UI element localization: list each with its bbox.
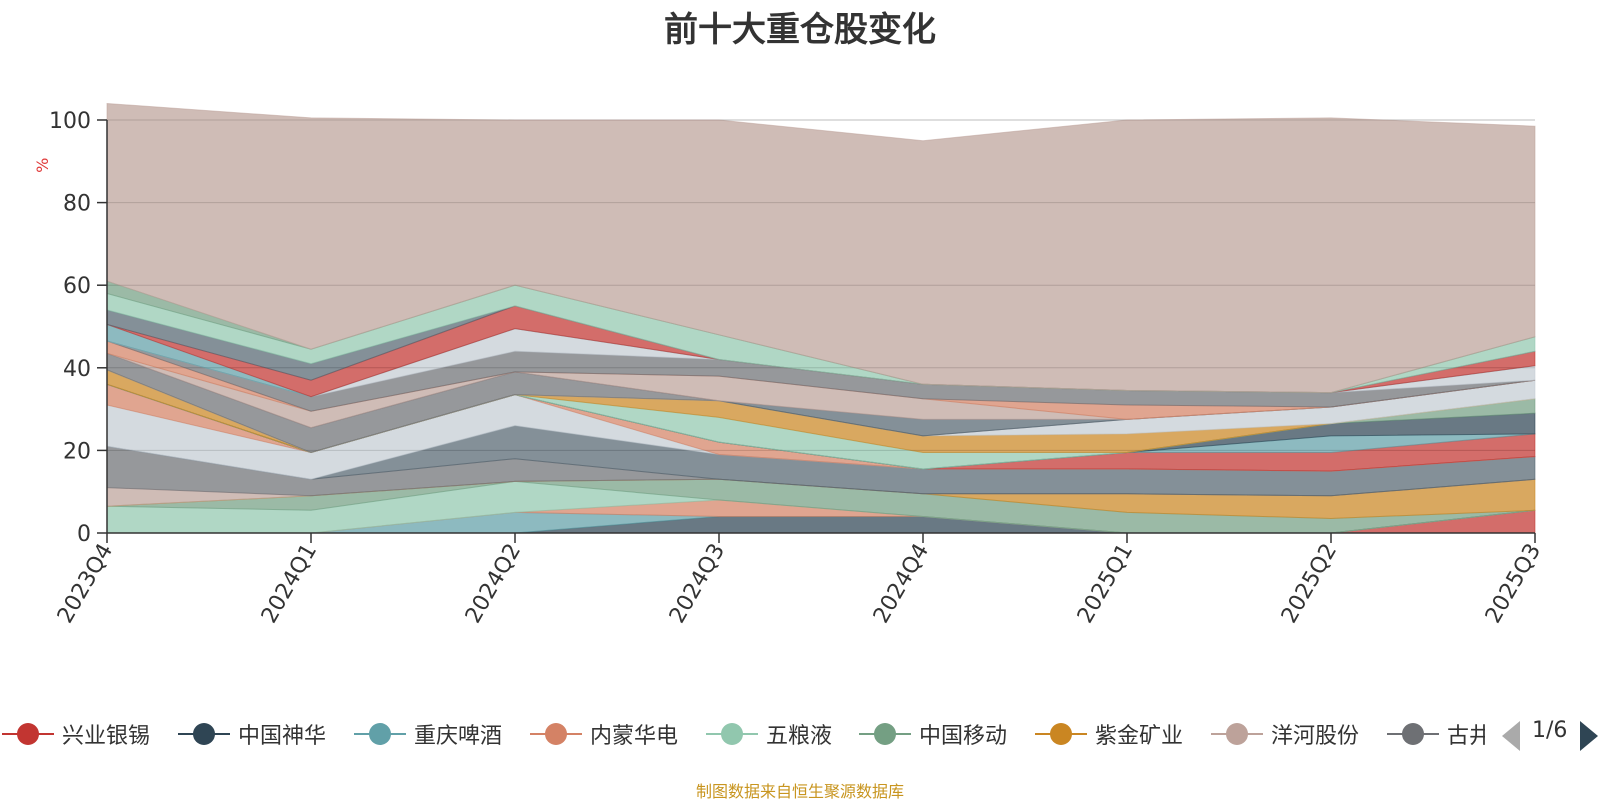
legend-label: 紫金矿业 [1095, 724, 1184, 749]
legend-label: 兴业银锡 [62, 724, 151, 749]
chart-title: 前十大重仓股变化 [664, 10, 936, 50]
legend-label: 洋河股份 [1271, 724, 1360, 749]
legend-label: 重庆啤酒 [414, 724, 503, 749]
legend-item[interactable]: 中国神华 [178, 716, 326, 752]
y-tick-label: 100 [49, 109, 91, 134]
x-tick-label: 2025Q3 [1481, 540, 1546, 628]
legend-item[interactable]: 五粮液 [706, 716, 832, 752]
legend-label: 中国移动 [919, 724, 1008, 749]
legend-marker-icon [1035, 723, 1087, 745]
legend-label: 古井贡酒 [1447, 724, 1485, 749]
legend-item[interactable]: 洋河股份 [1211, 716, 1359, 752]
legend-label: 内蒙华电 [590, 724, 679, 749]
x-tick-label: 2025Q1 [1073, 540, 1138, 628]
x-tick-label: 2024Q1 [257, 540, 322, 628]
legend-next-arrow-icon[interactable] [1580, 721, 1598, 751]
x-axis-ticks: 2023Q4 2024Q1 2024Q2 2024Q3 2024Q4 2025Q1 2025… [53, 533, 1546, 628]
legend-prev-arrow-icon[interactable] [1502, 721, 1520, 751]
legend-item[interactable]: 中国移动 [859, 716, 1007, 752]
x-tick-label: 2025Q2 [1277, 540, 1342, 628]
y-tick-label: 80 [63, 192, 91, 217]
y-tick-label: 60 [63, 274, 91, 299]
legend-item[interactable]: 古井贡酒 [1387, 716, 1485, 752]
legend: 兴业银锡 中国神华 重庆啤酒 内蒙华电 五粮液 中国移动 紫金矿业 洋河股份 古井贡酒 [0, 716, 1485, 752]
legend-item[interactable]: 紫金矿业 [1035, 716, 1183, 752]
legend-marker-icon [178, 723, 230, 745]
y-tick-label: 20 [63, 439, 91, 464]
legend-label: 五粮液 [766, 724, 833, 749]
legend-marker-icon [706, 723, 758, 745]
legend-marker-icon [1387, 723, 1439, 745]
legend-item[interactable]: 兴业银锡 [2, 716, 150, 752]
source-note: 制图数据来自恒生聚源数据库 [695, 782, 904, 801]
x-tick-label: 2023Q4 [53, 540, 118, 628]
legend-label: 中国神华 [238, 724, 327, 749]
gridlines-overlay [107, 119, 1535, 451]
legend-item[interactable]: 内蒙华电 [530, 716, 678, 752]
y-axis-ticks: 0 20 40 60 80 100 [49, 109, 107, 547]
y-axis-label: % [33, 158, 52, 173]
legend-item[interactable]: 重庆啤酒 [354, 716, 502, 752]
x-tick-label: 2024Q3 [665, 540, 730, 628]
y-tick-label: 0 [77, 522, 91, 547]
legend-page-indicator: 1/6 [1532, 718, 1568, 743]
legend-marker-icon [2, 723, 54, 745]
y-tick-label: 40 [63, 357, 91, 382]
area-series-group [106, 102, 1536, 534]
legend-marker-icon [1211, 723, 1263, 745]
legend-marker-icon [859, 723, 911, 745]
x-tick-label: 2024Q4 [869, 540, 934, 628]
legend-marker-icon [530, 723, 582, 745]
area-series-其他 [106, 102, 1536, 394]
legend-marker-icon [354, 723, 406, 745]
legend-pager: 1/6 [1500, 716, 1600, 752]
x-tick-label: 2024Q2 [461, 540, 526, 628]
